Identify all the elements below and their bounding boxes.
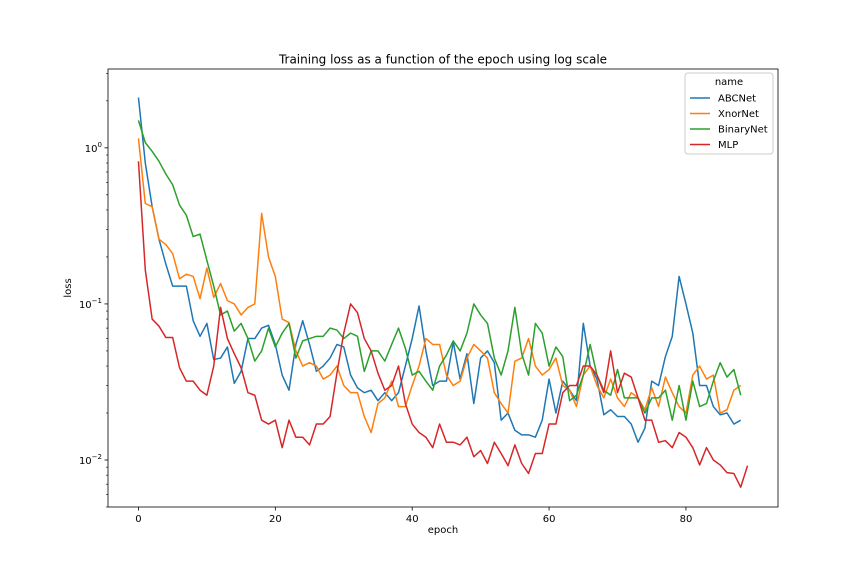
legend-label-mlp: MLP — [718, 140, 738, 151]
y-tick-label: 10−2 — [79, 453, 102, 467]
x-tick-label: 40 — [406, 514, 419, 525]
series-line-mlp — [137, 161, 749, 488]
legend: name ABCNet XnorNet BinaryNet MLP — [684, 72, 774, 155]
plot-area — [137, 97, 749, 488]
x-tick-label: 60 — [543, 514, 556, 525]
y-axis-label: loss — [63, 278, 74, 297]
y-tick-label: 10−1 — [79, 297, 102, 311]
legend-label-abcnet: ABCNet — [718, 94, 756, 105]
series-line-abcnet — [137, 97, 742, 443]
x-tick-label: 80 — [680, 514, 693, 525]
legend-title: name — [715, 77, 743, 88]
series-line-binarynet — [137, 120, 742, 421]
x-axis: 0 20 40 60 80 — [135, 507, 692, 525]
legend-box — [684, 72, 774, 155]
y-tick-label: 100 — [85, 141, 102, 155]
legend-label-xnornet: XnorNet — [718, 109, 759, 120]
x-axis-label: epoch — [428, 525, 458, 536]
plot-frame — [107, 68, 779, 508]
legend-label-binarynet: BinaryNet — [718, 125, 768, 136]
x-tick-label: 0 — [135, 514, 141, 525]
x-tick-label: 20 — [269, 514, 282, 525]
chart-title: Training loss as a function of the epoch… — [278, 53, 607, 67]
y-axis: 10−2 10−1 100 — [79, 73, 108, 508]
